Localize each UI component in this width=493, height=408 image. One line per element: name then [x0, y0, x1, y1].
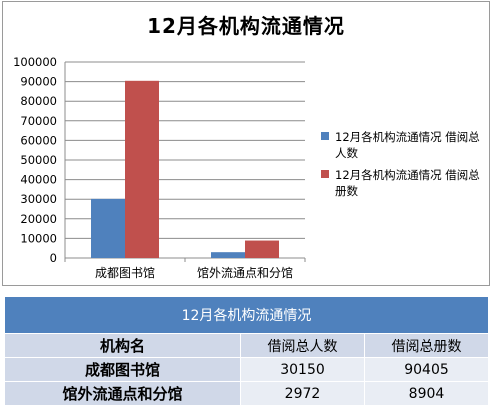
y-tick-label: 50000: [20, 153, 57, 167]
header-institution: 机构名: [4, 333, 241, 358]
bar-chart: 0 10000 20000 30000 40000 50000 60000 70000 8000…: [13, 55, 306, 280]
y-tick-label: 10000: [20, 231, 57, 245]
chart-title: 12月各机构流通情况: [147, 14, 345, 38]
legend-swatch-blue: [321, 132, 329, 140]
table-row: 馆外流通点和分馆 2972 8904: [4, 381, 489, 406]
legend-swatch-red: [321, 170, 329, 178]
x-tick-label: 馆外流通点和分馆: [197, 265, 293, 280]
bar-persons: [91, 198, 125, 258]
legend-label: 12月各机构流通情况 借阅总人数: [335, 130, 480, 160]
legend-label: 12月各机构流通情况 借阅总册数: [335, 168, 480, 198]
bar-volumes: [245, 240, 279, 258]
legend-item-persons: 12月各机构流通情况 借阅总人数: [321, 129, 491, 161]
y-tick-label: 80000: [20, 94, 57, 108]
x-tick-label: 成都图书馆: [95, 265, 155, 280]
legend-item-volumes: 12月各机构流通情况 借阅总册数: [321, 167, 491, 199]
row-institution: 馆外流通点和分馆: [4, 381, 241, 406]
row-volumes: 90405: [364, 357, 489, 382]
y-tick-label: 100000: [13, 55, 57, 69]
bar-persons: [211, 252, 245, 258]
table-row: 成都图书馆 30150 90405: [4, 357, 489, 382]
row-persons: 30150: [240, 357, 365, 382]
data-table-wrap: 12月各机构流通情况 机构名 借阅总人数 借阅总册数 成都图书馆 30150 9…: [4, 296, 489, 406]
y-tick-label: 20000: [20, 212, 57, 226]
y-tick-label: 70000: [20, 114, 57, 128]
row-institution: 成都图书馆: [4, 357, 241, 382]
data-table: 12月各机构流通情况 机构名 借阅总人数 借阅总册数 成都图书馆 30150 9…: [4, 296, 489, 406]
table-title-row: 12月各机构流通情况: [4, 296, 489, 334]
y-tick-label: 90000: [20, 75, 57, 89]
row-volumes: 8904: [364, 381, 489, 406]
table-title: 12月各机构流通情况: [4, 296, 489, 334]
y-tick-label: 40000: [20, 173, 57, 187]
y-tick-label: 60000: [20, 133, 57, 147]
table-header-row: 机构名 借阅总人数 借阅总册数: [4, 333, 489, 358]
y-tick-label: 30000: [20, 192, 57, 206]
header-volumes: 借阅总册数: [364, 333, 489, 358]
y-tick-label: 0: [50, 251, 57, 265]
bar-volumes: [125, 80, 159, 258]
chart-frame: 12月各机构流通情况 0 10000 20000 30000 40000 50000 600…: [2, 1, 490, 286]
row-persons: 2972: [240, 381, 365, 406]
chart-legend: 12月各机构流通情况 借阅总人数 12月各机构流通情况 借阅总册数: [321, 129, 491, 205]
header-persons: 借阅总人数: [240, 333, 365, 358]
